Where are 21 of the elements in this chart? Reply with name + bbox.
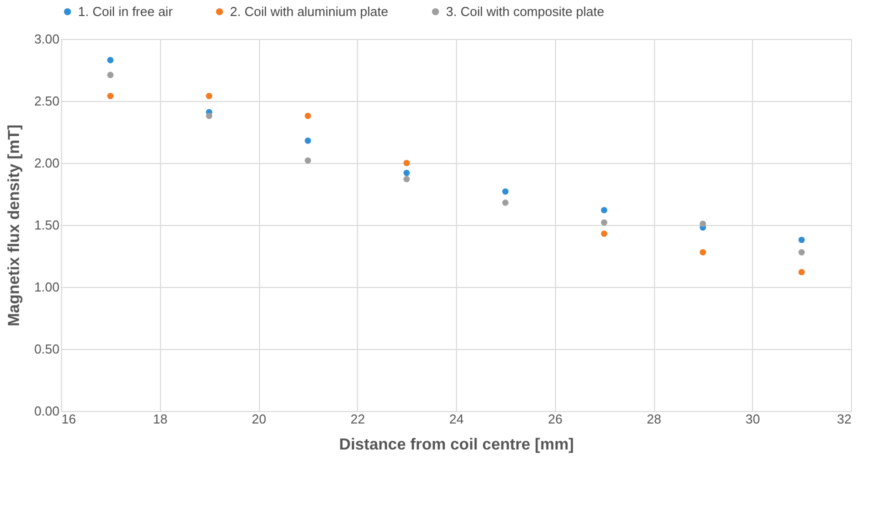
x-tick-label: 24 [449, 412, 464, 426]
x-tick-label: 26 [548, 412, 562, 426]
y-tick-label: 2.50 [34, 94, 60, 108]
y-tick-label: 2.00 [34, 156, 60, 170]
y-tick-label: 0.50 [34, 342, 60, 356]
x-tick-label: 18 [153, 412, 168, 426]
legend-label: 3. Coil with composite plate [446, 4, 604, 19]
x-tick-label: 32 [837, 412, 852, 426]
legend-label: 1. Coil in free air [78, 4, 174, 19]
x-tick-label: 16 [62, 412, 76, 426]
y-tick-label: 0.00 [34, 404, 60, 418]
x-tick-label: 20 [252, 412, 266, 426]
x-tick-label: 28 [646, 412, 662, 426]
y-tick-label: 3.00 [34, 32, 60, 46]
x-tick-label: 22 [350, 412, 365, 426]
y-tick-label: 1.00 [34, 280, 60, 294]
y-tick-label: 1.50 [34, 218, 60, 232]
x-axis-title: Distance from coil centre [mm] [339, 436, 574, 454]
x-tick-label: 30 [746, 412, 760, 426]
legend-label: 2. Coil with aluminium plate [230, 4, 388, 19]
y-axis-title: Magnetix flux density [mT] [6, 124, 24, 326]
